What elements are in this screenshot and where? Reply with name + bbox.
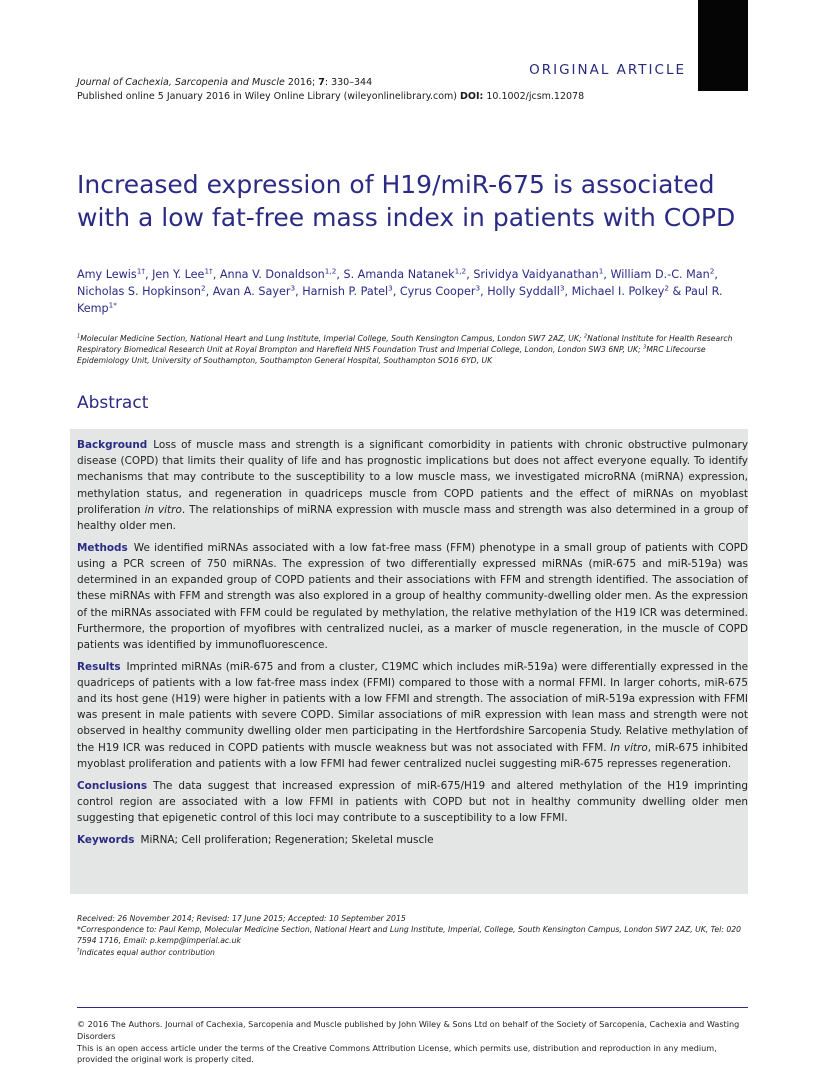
journal-year: 2016; xyxy=(284,77,319,88)
background-label: Background xyxy=(77,439,148,451)
correspondence: *Correspondence to: Paul Kemp, Molecular… xyxy=(77,925,741,946)
author-affiliation-mark: 3 xyxy=(388,283,393,293)
black-corner-tab xyxy=(698,0,748,91)
affiliation-text: MRC Lifecourse Epidemiology Unit, Univer… xyxy=(77,345,706,365)
author-name: Paul R. Kemp xyxy=(77,285,723,315)
author-name: Avan A. Sayer xyxy=(212,285,291,298)
section-tag: ORIGINAL ARTICLE xyxy=(529,62,686,78)
author-affiliation-mark: 3 xyxy=(559,283,565,293)
methods-text: We identified miRNAs associated with a l… xyxy=(77,541,748,651)
methods-label: Methods xyxy=(77,541,128,554)
author-name: Jen Y. Lee xyxy=(152,268,205,281)
author-name: Holly Syddall xyxy=(487,285,560,298)
doi-value[interactable]: 10.1002/jcsm.12078 xyxy=(483,91,585,102)
conclusions-label: Conclusions xyxy=(77,779,148,792)
journal-volume: 7 xyxy=(318,77,325,88)
keywords-text: MiRNA; Cell proliferation; Regeneration;… xyxy=(140,833,434,846)
author-affiliation-mark: 1† xyxy=(136,266,145,276)
author-affiliation-mark: 2 xyxy=(664,283,669,293)
published-online: Published online 5 January 2016 in Wiley… xyxy=(77,91,461,102)
author-affiliation-mark: 3 xyxy=(290,283,296,293)
author-affiliation-mark: 1* xyxy=(108,300,117,310)
abstract-keywords: Keywords MiRNA; Cell proliferation; Regen… xyxy=(77,832,748,848)
abstract-methods: Methods We identified miRNAs associated w… xyxy=(77,540,748,653)
abstract-heading: Abstract xyxy=(77,393,149,413)
affiliation-mark: 1 xyxy=(77,333,81,340)
author-name: Harnish P. Patel xyxy=(302,285,389,298)
author-name: William D.-C. Man xyxy=(610,268,710,281)
equal-contribution-mark: † xyxy=(77,947,80,954)
author-name: Nicholas S. Hopkinson xyxy=(77,285,201,298)
background-text: Loss of muscle mass and strength is a si… xyxy=(77,439,748,516)
author-affiliation-mark: 1† xyxy=(204,266,213,276)
affiliation-mark: 3 xyxy=(643,344,647,351)
affiliation-text: Molecular Medicine Section, National Hea… xyxy=(80,334,584,343)
abstract-results: Results Imprinted miRNAs (miR-675 and fro… xyxy=(77,659,748,772)
equal-contribution: †Indicates equal author contribution xyxy=(77,947,757,958)
article-title: Increased expression of H19/miR-675 is a… xyxy=(77,170,736,232)
equal-contribution-text: Indicates equal author contribution xyxy=(79,947,215,957)
keywords-label: Keywords xyxy=(77,833,135,846)
author-name: S. Amanda Natanek xyxy=(343,268,455,281)
doi-label: DOI: xyxy=(460,91,484,102)
results-italic: In vitro xyxy=(610,741,648,754)
conclusions-text: The data suggest that increased expressi… xyxy=(77,779,748,824)
background-text-end: . The relationships of miRNA expression … xyxy=(77,503,749,533)
abstract-background: Background Loss of muscle mass and streng… xyxy=(77,437,748,534)
results-text: Imprinted miRNAs (miR-675 and from a clu… xyxy=(77,660,748,754)
footer-divider xyxy=(77,1007,748,1008)
author-affiliation-mark: 2 xyxy=(709,266,715,276)
affiliation-text: National Institute for Health Research R… xyxy=(77,334,733,354)
background-italic: in vitro xyxy=(144,503,182,516)
author-affiliation-mark: 1 xyxy=(598,266,604,276)
footnotes: Received: 26 November 2014; Revised: 17 … xyxy=(77,913,757,958)
publication-info: Published online 5 January 2016 in Wiley… xyxy=(77,91,584,102)
copyright-line: © 2016 The Authors. Journal of Cachexia,… xyxy=(77,1019,740,1041)
author-name: Michael I. Polkey xyxy=(571,285,665,298)
results-label: Results xyxy=(77,660,121,673)
abstract-box: Background Loss of muscle mass and streng… xyxy=(70,429,748,894)
journal-citation: Journal of Cachexia, Sarcopenia and Musc… xyxy=(77,77,372,88)
affiliations: 1Molecular Medicine Section, National He… xyxy=(77,333,757,366)
author-name: Anna V. Donaldson xyxy=(219,268,325,281)
author-affiliation-mark: 2 xyxy=(200,283,206,293)
author-name: Amy Lewis xyxy=(77,268,137,281)
affiliation-mark: 2 xyxy=(583,333,588,340)
received-dates: Received: 26 November 2014; Revised: 17 … xyxy=(77,914,406,923)
author-affiliation-mark: 3 xyxy=(475,283,481,293)
journal-name: Journal of Cachexia, Sarcopenia and Musc… xyxy=(77,77,285,88)
abstract-conclusions: Conclusions The data suggest that increas… xyxy=(77,778,748,827)
author-affiliation-mark: 1,2 xyxy=(324,266,337,276)
copyright-block: © 2016 The Authors. Journal of Cachexia,… xyxy=(77,1019,748,1066)
license-line: This is an open access article under the… xyxy=(77,1042,717,1065)
author-list: Amy Lewis1†, Jen Y. Lee1†, Anna V. Donal… xyxy=(77,266,723,315)
author-name: Cyrus Cooper xyxy=(399,285,476,298)
journal-pages: : 330–344 xyxy=(324,77,373,88)
author-name: Srividya Vaidyanathan xyxy=(473,268,599,281)
author-affiliation-mark: 1,2 xyxy=(454,266,467,276)
results-text-end: , miR-675 inhibited myoblast proliferati… xyxy=(77,741,748,770)
